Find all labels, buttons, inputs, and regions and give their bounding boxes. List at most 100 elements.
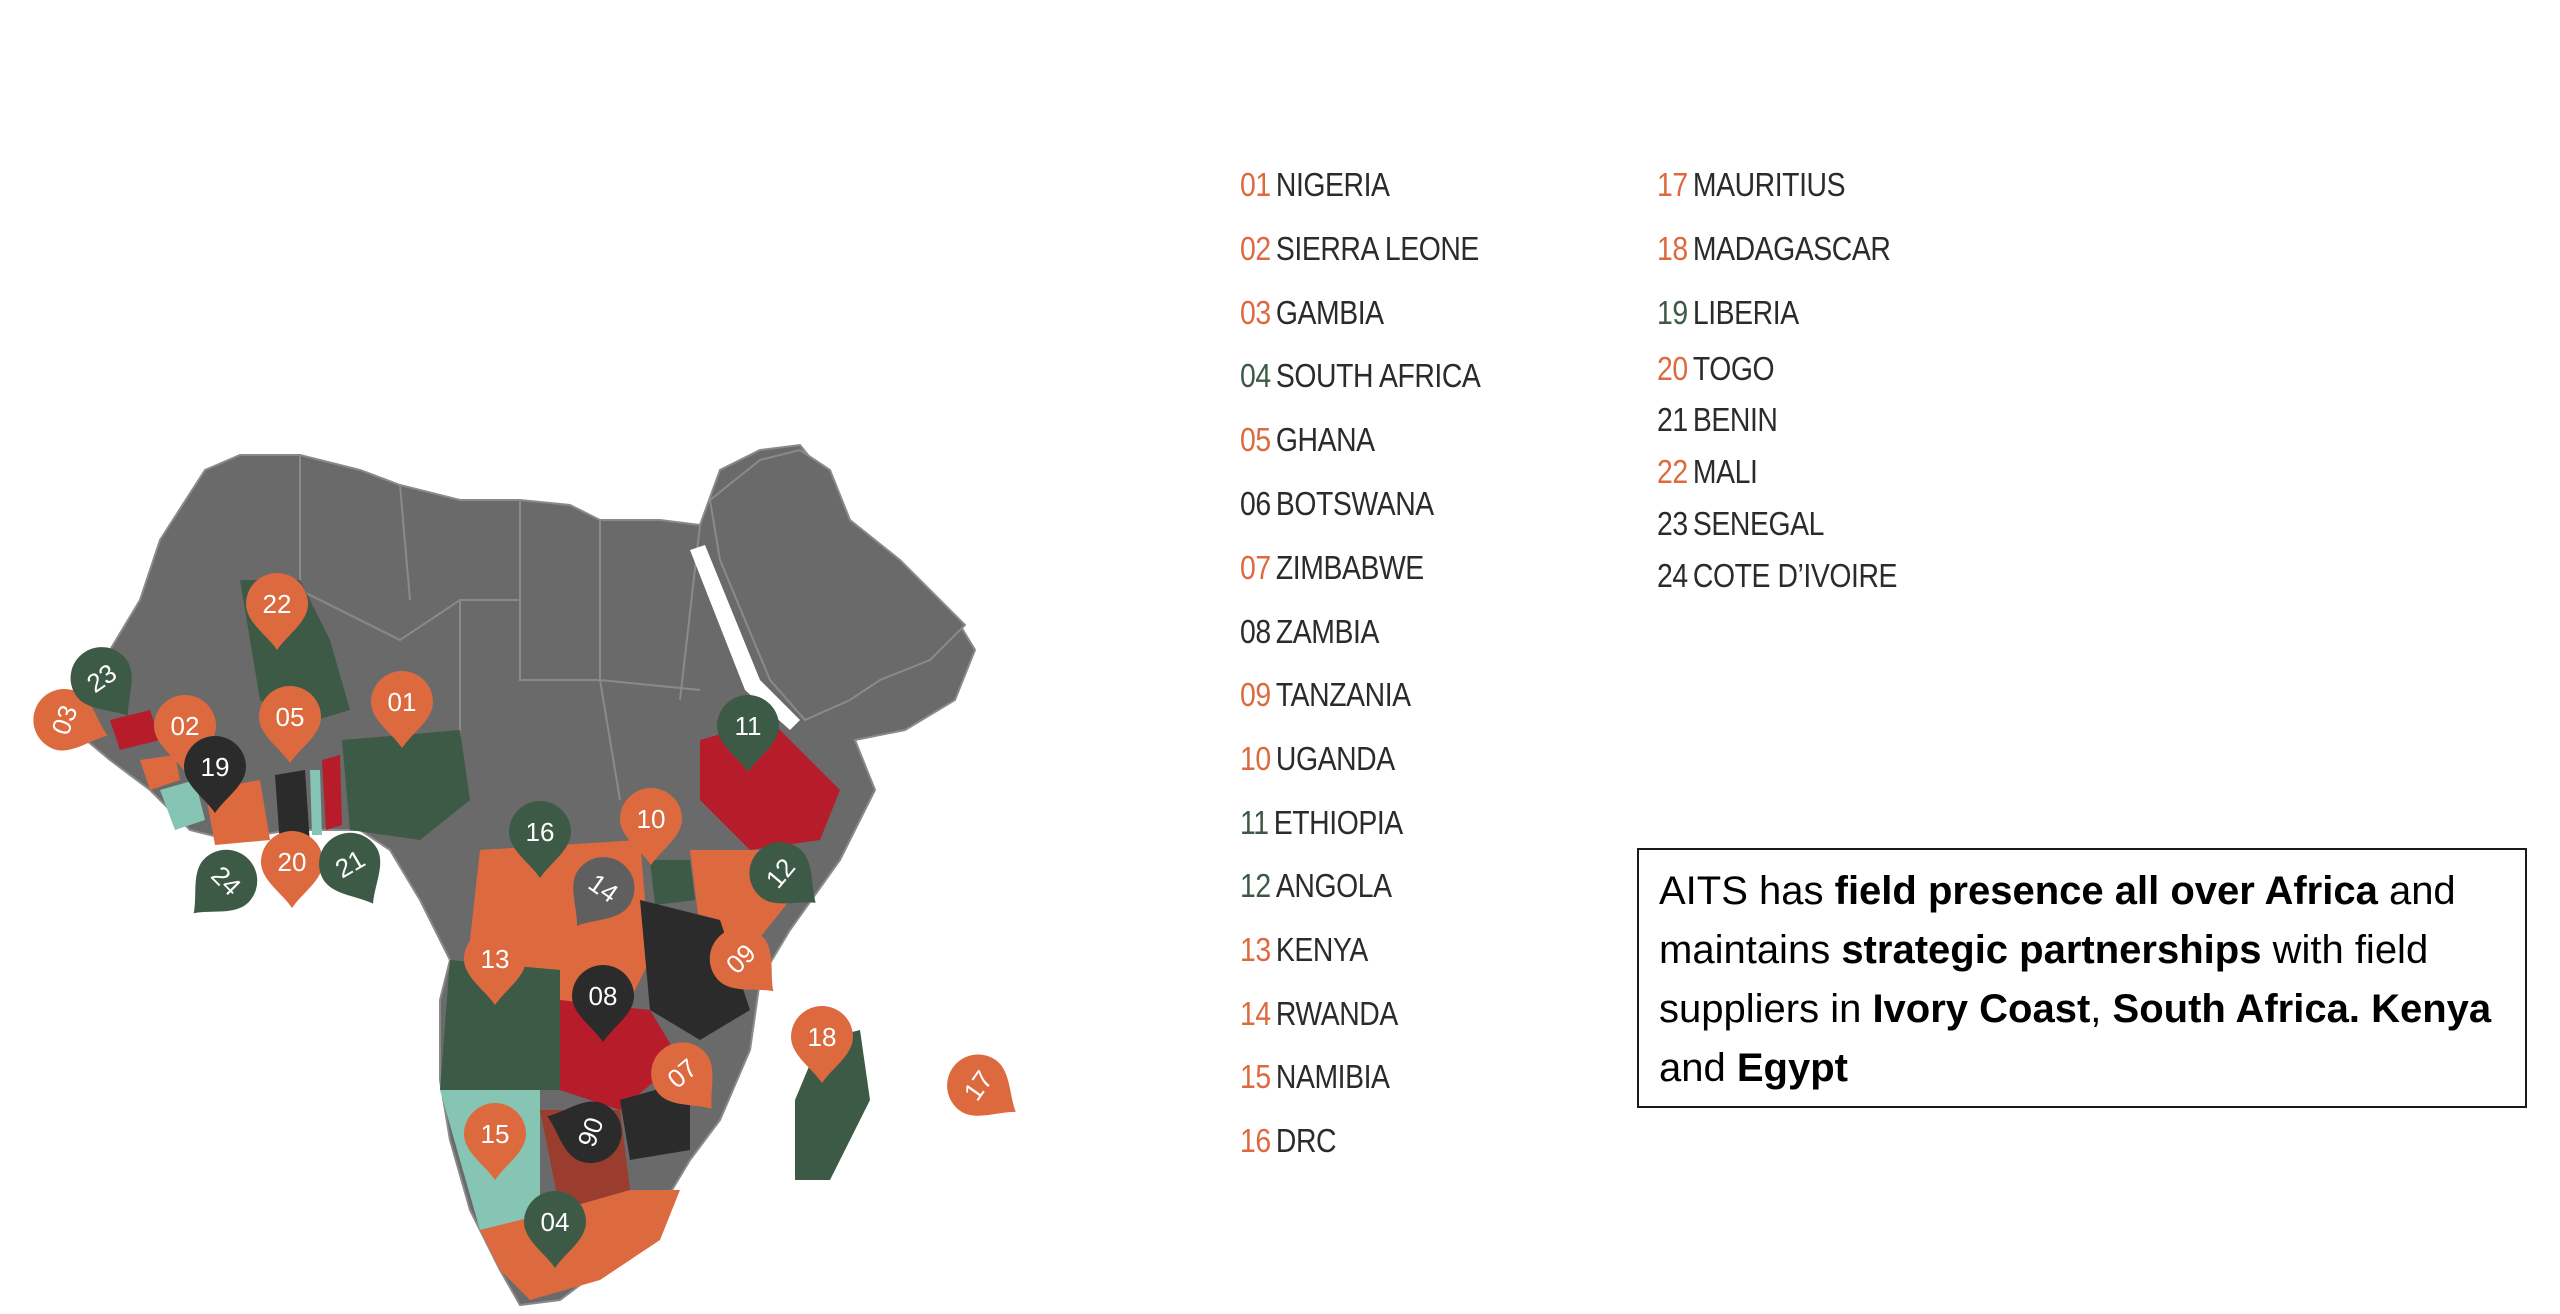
map-pin-14: 14 (573, 857, 635, 926)
legend-item: 19 LIBERIA (1657, 294, 1799, 332)
map-pin-marker (651, 1042, 713, 1109)
legend-number: 02 (1240, 230, 1271, 267)
legend-item: 15 NAMIBIA (1240, 1058, 1390, 1096)
legend-number: 03 (1240, 294, 1271, 331)
red-sea (690, 545, 800, 730)
legend-number: 01 (1240, 166, 1271, 203)
map-pin-label: 10 (637, 804, 666, 834)
info-text: and (1659, 1046, 1737, 1090)
map-pin-label: 19 (201, 752, 230, 782)
map-pin-marker (184, 736, 246, 813)
legend-item: 18 MADAGASCAR (1657, 230, 1891, 268)
map-pin-marker (573, 857, 635, 926)
map-pin-04: 04 (524, 1191, 586, 1268)
legend-number: 17 (1657, 166, 1688, 203)
map-pin-21: 21 (319, 832, 381, 904)
map-pin-marker (259, 686, 321, 763)
map-pin-label: 02 (171, 711, 200, 741)
map-pin-15: 15 (464, 1103, 526, 1180)
info-text: , (2090, 987, 2113, 1031)
info-text: and maintains (1659, 869, 2456, 972)
map-pin-23: 23 (70, 647, 132, 716)
legend-number: 20 (1657, 350, 1688, 387)
legend-country-name: NAMIBIA (1275, 1058, 1390, 1095)
legend-number: 07 (1240, 549, 1271, 586)
legend-number: 18 (1657, 230, 1688, 267)
legend-item: 23 SENEGAL (1657, 505, 1824, 543)
map-pin-marker (70, 647, 132, 716)
legend-country-name: SOUTH AFRICA (1275, 357, 1481, 394)
info-bold: South Africa. Kenya (2112, 987, 2492, 1031)
legend-item: 07 ZIMBABWE (1240, 549, 1424, 587)
legend-item: 05 GHANA (1240, 421, 1375, 459)
legend-number: 13 (1240, 931, 1271, 968)
legend-item: 06 BOTSWANA (1240, 485, 1434, 523)
legend-item: 20 TOGO (1657, 350, 1775, 388)
country-liberia (160, 780, 205, 830)
legend-country-name: TANZANIA (1275, 676, 1411, 713)
map-pin-marker (261, 831, 323, 908)
legend-item: 22 MALI (1657, 453, 1758, 491)
legend-item: 24 COTE D’IVOIRE (1657, 557, 1897, 595)
map-pin-label: 05 (276, 702, 305, 732)
legend-country-name: ANGOLA (1275, 867, 1392, 904)
country-benin (322, 755, 342, 830)
legend-country-name: ZAMBIA (1275, 613, 1380, 650)
country-angola (440, 960, 560, 1090)
map-pin-label: 04 (541, 1207, 570, 1237)
map-pin-20: 20 (261, 831, 323, 908)
legend-item: 16 DRC (1240, 1122, 1337, 1160)
map-pin-marker (572, 965, 634, 1042)
legend-number: 08 (1240, 613, 1271, 650)
map-pin-07: 07 (651, 1042, 713, 1109)
legend-number: 23 (1657, 505, 1688, 542)
country-uganda (650, 860, 695, 905)
map-pin-11: 11 (717, 695, 779, 772)
info-bold: strategic partnerships (1841, 928, 2262, 972)
legend-item: 17 MAURITIUS (1657, 166, 1846, 204)
map-pin-22: 22 (246, 573, 308, 650)
map-pins: 0102030405060708091011121314151617181920… (33, 573, 1016, 1268)
legend-number: 05 (1240, 421, 1271, 458)
legend-country-name: TOGO (1692, 350, 1775, 387)
legend-item: 14 RWANDA (1240, 995, 1398, 1033)
map-pin-label: 16 (526, 817, 555, 847)
map-pin-label: 13 (481, 944, 510, 974)
map-pin-marker (509, 801, 571, 878)
legend-country-name: GAMBIA (1275, 294, 1384, 331)
map-pin-marker (464, 928, 526, 1005)
map-pin-marker (547, 1101, 622, 1164)
legend-number: 15 (1240, 1058, 1271, 1095)
map-pin-label: 01 (388, 687, 417, 717)
legend-item: 01 NIGERIA (1240, 166, 1390, 204)
map-pin-marker (749, 842, 816, 904)
map-pin-marker (709, 927, 774, 992)
map-pin-13: 13 (464, 928, 526, 1005)
country-zambia (560, 1000, 680, 1110)
legend-number: 10 (1240, 740, 1271, 777)
info-text: with field suppliers in (1659, 928, 2429, 1031)
info-text: AITS has (1659, 869, 1835, 913)
legend-country-name: SENEGAL (1692, 505, 1825, 542)
legend-number: 21 (1657, 401, 1688, 438)
map-pin-19: 19 (184, 736, 246, 813)
map-pin-label: 22 (263, 589, 292, 619)
legend-country-name: BOTSWANA (1275, 485, 1434, 522)
legend-number: 14 (1240, 995, 1271, 1032)
map-pin-marker (319, 832, 381, 904)
legend-country-name: UGANDA (1275, 740, 1395, 777)
map-pin-label: 18 (808, 1022, 837, 1052)
legend-country-name: GHANA (1275, 421, 1375, 458)
map-pin-marker (464, 1103, 526, 1180)
legend-country-name: NIGERIA (1275, 166, 1390, 203)
map-pin-label: 20 (278, 847, 307, 877)
legend-item: 21 BENIN (1657, 401, 1778, 439)
map-pin-label: 11 (735, 711, 762, 741)
map-pin-24: 24 (193, 849, 258, 914)
legend-number: 04 (1240, 357, 1271, 394)
legend-item: 10 UGANDA (1240, 740, 1395, 778)
legend-item: 03 GAMBIA (1240, 294, 1384, 332)
info-bold: Ivory Coast (1872, 987, 2091, 1031)
info-bold: Egypt (1736, 1046, 1848, 1090)
info-bold: field presence all over Africa (1834, 869, 2378, 913)
